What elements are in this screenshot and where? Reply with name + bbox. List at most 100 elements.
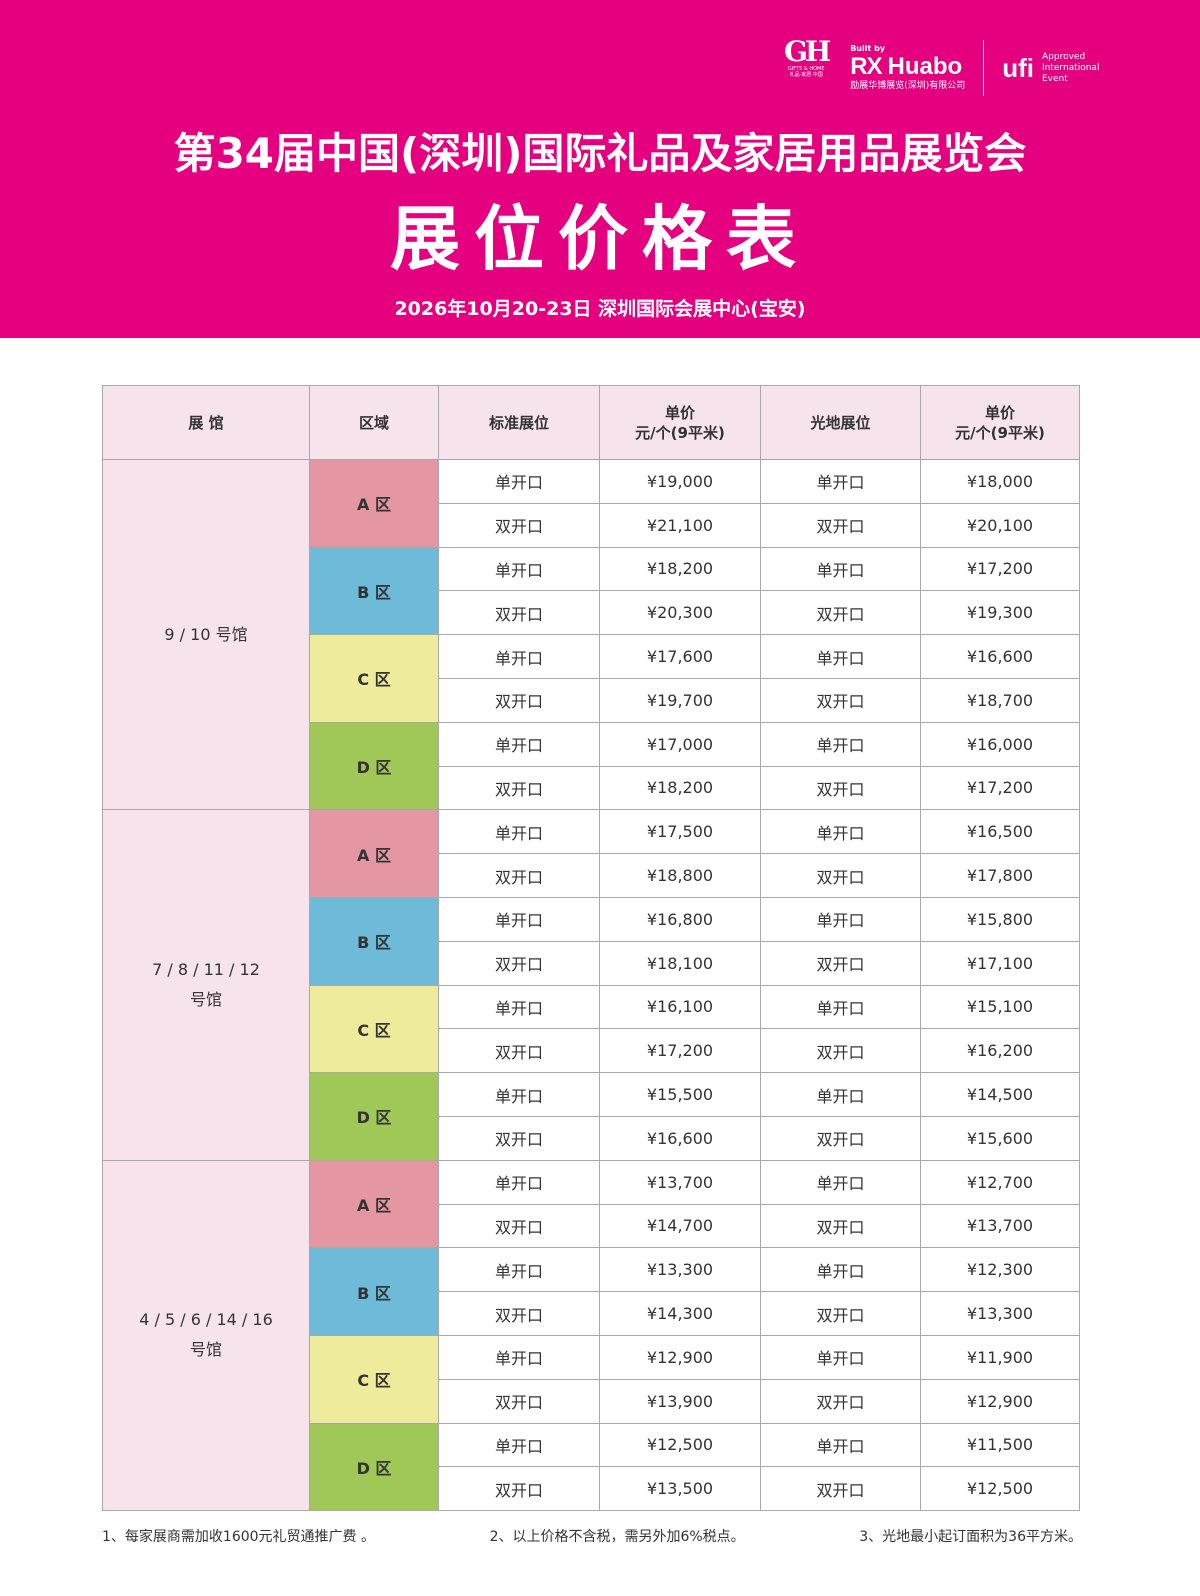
table-row: 4 / 5 / 6 / 14 / 16 号馆 A 区单开口 ¥13,700 单开口 ¥1… xyxy=(102,1159,1080,1512)
standard-booth-type-cell: 单开口 xyxy=(438,984,600,1030)
standard-booth-type-cell: 双开口 xyxy=(438,1115,600,1161)
raw-space-price-cell: ¥15,800 xyxy=(920,896,1080,942)
table-row: B 区单开口 ¥16,800 单开口 ¥15,800 xyxy=(103,896,1080,986)
rx-company-name: 励展华博展览(深圳)有限公司 xyxy=(850,81,966,91)
zone-cell: D 区 xyxy=(309,721,439,811)
table-row: 7 / 8 / 11 / 12 号馆 A 区单开口 ¥17,500 单开口 ¥16,50… xyxy=(102,809,1080,1161)
table-row: C 区单开口 ¥12,900 单开口 ¥11,900 xyxy=(103,1334,1080,1424)
table-row: 双开口 ¥18,200 双开口 ¥17,200 xyxy=(103,765,1080,811)
raw-space-type-cell: 双开口 xyxy=(760,940,921,986)
standard-booth-type-cell: 双开口 xyxy=(438,940,600,986)
standard-booth-type-cell: 单开口 xyxy=(438,1334,600,1380)
standard-booth-type-cell: 双开口 xyxy=(438,765,600,811)
table-row: C 区单开口 ¥17,600 单开口 ¥16,600 xyxy=(103,634,1080,723)
logo-divider xyxy=(983,40,985,96)
standard-booth-type-cell: 双开口 xyxy=(438,1466,600,1512)
raw-space-price-cell: ¥14,500 xyxy=(920,1072,1080,1117)
raw-space-price-cell: ¥19,300 xyxy=(920,590,1080,636)
standard-price-cell: ¥17,600 xyxy=(599,634,761,679)
raw-space-price-cell: ¥16,000 xyxy=(920,721,1080,767)
zone-cell: B 区 xyxy=(309,546,439,636)
raw-space-type-cell: 双开口 xyxy=(760,1203,921,1249)
table-row: 双开口 ¥18,800 双开口 ¥17,800 xyxy=(103,853,1080,898)
standard-price-cell: ¥16,600 xyxy=(599,1115,761,1161)
header-zone: 区域 xyxy=(309,385,439,460)
raw-space-type-cell: 双开口 xyxy=(760,677,921,723)
table-row: 双开口 ¥14,700 双开口 ¥13,700 xyxy=(103,1203,1080,1249)
hall-cell: 4 / 5 / 6 / 14 / 16 号馆 xyxy=(102,1159,310,1512)
zone-cell: A 区 xyxy=(309,459,439,548)
standard-booth-type-cell: 单开口 xyxy=(438,1072,600,1117)
standard-price-cell: ¥13,900 xyxy=(599,1378,761,1424)
header-raw-price: 单价 元/个(9平米) xyxy=(920,385,1080,460)
hall-cell: 9 / 10 号馆 xyxy=(102,458,310,811)
table-row: 双开口 ¥20,300 双开口 ¥19,300 xyxy=(103,590,1080,636)
raw-space-price-cell: ¥17,200 xyxy=(920,765,1080,811)
standard-price-cell: ¥16,100 xyxy=(599,984,761,1030)
raw-space-price-cell: ¥11,500 xyxy=(920,1422,1080,1468)
raw-space-price-cell: ¥16,500 xyxy=(920,809,1080,855)
raw-space-price-cell: ¥15,100 xyxy=(920,984,1080,1030)
note-tax: 2、以上价格不含税，需另外加6%税点。 xyxy=(489,1529,745,1545)
zone-cell: A 区 xyxy=(309,1159,439,1249)
raw-space-type-cell: 单开口 xyxy=(760,984,921,1030)
raw-space-type-cell: 双开口 xyxy=(760,1466,921,1512)
raw-space-type-cell: 双开口 xyxy=(760,1028,921,1074)
standard-price-cell: ¥17,500 xyxy=(599,809,761,855)
hall-cell: 7 / 8 / 11 / 12 号馆 xyxy=(102,809,310,1161)
header-banner: GH GIFTS & HOME 礼品·家居·中国 Built by RX Hua… xyxy=(0,0,1200,338)
logo-bar: GH GIFTS & HOME 礼品·家居·中国 Built by RX Hua… xyxy=(776,38,1104,98)
header-standard-booth: 标准展位 xyxy=(438,385,600,460)
standard-price-cell: ¥12,900 xyxy=(599,1334,761,1380)
standard-price-cell: ¥16,800 xyxy=(599,896,761,942)
table-row: D 区单开口 ¥12,500 单开口 ¥11,500 xyxy=(103,1422,1080,1512)
table-header-row: 展 馆 区域 标准展位 单价 元/个(9平米) 光地展位 单价 元/个(9平米) xyxy=(102,385,1080,460)
standard-booth-type-cell: 双开口 xyxy=(438,502,600,548)
rx-huabo-logo: Built by RX Huabo 励展华博展览(深圳)有限公司 xyxy=(850,44,965,92)
gh-logo-text-cn: 礼品·家居·中国 xyxy=(789,72,823,78)
raw-space-price-cell: ¥17,100 xyxy=(920,940,1080,986)
standard-booth-type-cell: 双开口 xyxy=(438,1291,600,1336)
ufi-approved-text: Approved International Event xyxy=(1042,51,1100,84)
raw-space-type-cell: 单开口 xyxy=(760,1422,921,1468)
standard-price-cell: ¥18,100 xyxy=(599,940,761,986)
raw-space-price-cell: ¥12,500 xyxy=(920,1466,1080,1512)
standard-price-cell: ¥12,500 xyxy=(599,1422,761,1468)
standard-booth-type-cell: 单开口 xyxy=(438,809,600,855)
standard-price-cell: ¥18,800 xyxy=(599,853,761,898)
header-hall: 展 馆 xyxy=(102,385,310,460)
standard-booth-type-cell: 单开口 xyxy=(438,721,600,767)
standard-booth-type-cell: 单开口 xyxy=(438,896,600,942)
raw-space-price-cell: ¥13,700 xyxy=(920,1203,1080,1249)
raw-space-price-cell: ¥18,700 xyxy=(920,677,1080,723)
raw-space-price-cell: ¥15,600 xyxy=(920,1115,1080,1161)
standard-price-cell: ¥19,700 xyxy=(599,677,761,723)
event-title: 第34届中国(深圳)国际礼品及家居用品展览会 xyxy=(173,129,1027,178)
standard-price-cell: ¥15,500 xyxy=(599,1072,761,1117)
zone-cell: D 区 xyxy=(309,1422,439,1512)
standard-booth-type-cell: 双开口 xyxy=(438,853,600,898)
standard-price-cell: ¥13,300 xyxy=(599,1247,761,1293)
raw-space-type-cell: 双开口 xyxy=(760,590,921,636)
standard-price-cell: ¥20,300 xyxy=(599,590,761,636)
zone-cell: D 区 xyxy=(309,1072,439,1161)
gifts-home-logo: GH GIFTS & HOME 礼品·家居·中国 xyxy=(776,38,836,98)
standard-booth-type-cell: 单开口 xyxy=(438,1159,600,1205)
standard-booth-type-cell: 单开口 xyxy=(438,546,600,592)
standard-booth-type-cell: 单开口 xyxy=(438,1247,600,1293)
built-by-label: Built by xyxy=(850,44,886,53)
raw-space-type-cell: 双开口 xyxy=(760,502,921,548)
zone-cell: A 区 xyxy=(309,809,439,898)
header-standard-price: 单价 元/个(9平米) xyxy=(599,385,761,460)
standard-price-cell: ¥14,300 xyxy=(599,1291,761,1336)
raw-space-type-cell: 双开口 xyxy=(760,1115,921,1161)
raw-space-price-cell: ¥20,100 xyxy=(920,502,1080,548)
standard-booth-type-cell: 单开口 xyxy=(438,459,600,504)
table-row: 双开口 ¥18,100 双开口 ¥17,100 xyxy=(103,940,1080,986)
raw-space-type-cell: 单开口 xyxy=(760,1334,921,1380)
raw-space-price-cell: ¥12,900 xyxy=(920,1378,1080,1424)
raw-space-type-cell: 双开口 xyxy=(760,765,921,811)
raw-space-type-cell: 双开口 xyxy=(760,1291,921,1336)
event-date-venue: 2026年10月20-23日 深圳国际会展中心(宝安) xyxy=(394,298,806,320)
notes: 1、每家展商需加收1600元礼贸通推广费 。 2、以上价格不含税，需另外加6%税… xyxy=(102,1526,1082,1546)
